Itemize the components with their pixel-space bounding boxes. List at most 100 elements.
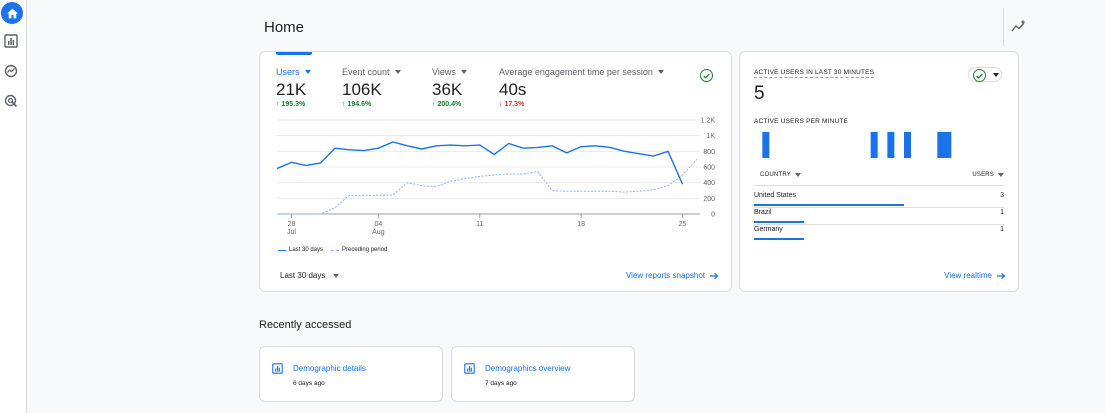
legend-label-preceding: Preceding period [342,247,388,253]
realtime-status-dropdown[interactable] [968,67,1002,82]
per-minute-bar [870,132,878,158]
metric-change: 200.4% [437,101,462,108]
table-divider [754,224,1004,225]
metric-value: 40s [499,80,527,99]
legend-label-current: Last 30 days [289,247,324,253]
metric-tab-users[interactable]: Users 21K ↑ 195.3% [276,67,311,108]
metric-value: 21K [276,80,307,99]
per-minute-bar [904,132,911,158]
arrow-up-icon: ↑ [276,101,280,108]
recently-accessed-title: Recently accessed [259,319,352,331]
series-line-preceding-period [277,158,698,215]
chevron-down-icon [993,73,999,77]
report-icon [272,363,283,374]
page-title: Home [264,19,305,36]
recent-item-demographics-overview[interactable]: Demographics overview 7 days ago [451,346,635,402]
users-per-minute-chart [762,132,952,158]
country-users: 1 [1000,209,1004,216]
metric-label: Event count [342,67,390,77]
metric-change: 17.3% [504,101,525,108]
x-tick-label: 04 [374,221,382,228]
realtime-title: ACTIVE USERS IN LAST 30 MINUTES [754,69,875,78]
date-range-label: Last 30 days [280,271,326,280]
metric-value: 106K [342,80,382,99]
legend-dashed-swatch [331,249,340,251]
users-column-header[interactable]: USERS [972,172,1004,178]
chevron-down-icon [333,273,340,278]
table-row: Germany 1 [754,223,1004,240]
y-tick-label: 0 [711,212,715,219]
recent-item-title: Demographics overview [485,364,571,373]
metric-label: Average engagement time per session [499,67,653,77]
y-tick-label: 400 [703,180,715,187]
x-tick-label: 11 [476,221,483,228]
metric-change: 194.6% [347,101,372,108]
recent-item-time: 6 days ago [293,380,325,387]
y-tick-label: 800 [703,149,715,156]
y-tick-label: 200 [703,196,715,203]
check-circle-icon [973,69,986,82]
report-icon [464,363,475,374]
advertising-icon[interactable] [4,94,18,108]
country-column-header[interactable]: COUNTRY [760,172,801,178]
left-nav-rail [0,0,27,413]
metric-change: 195.3% [281,101,306,108]
metric-tab-event-count[interactable]: Event count 106K ↑ 194.6% [342,67,401,108]
home-icon[interactable] [1,2,23,24]
metric-label: Users [276,67,300,77]
recent-item-title: Demographic details [293,364,366,373]
metric-value: 36K [432,80,463,99]
country-share-bar [754,221,804,223]
reports-icon[interactable] [4,34,18,48]
country-share-bar [754,204,904,206]
country-name: United States [754,192,797,199]
data-quality-check-icon[interactable] [700,69,713,82]
per-minute-bar [887,132,895,158]
country-users: 1 [1000,226,1004,233]
header-divider [1003,8,1004,46]
column-header-label: COUNTRY [760,172,791,178]
recent-item-time: 7 days ago [485,380,517,387]
view-reports-snapshot-link[interactable]: View reports snapshot [626,271,719,280]
active-metric-indicator [276,52,312,55]
x-tick-sublabel: Jul [287,229,296,236]
chart-legend: Last 30 days Preceding period [278,247,387,253]
chevron-down-icon [394,70,401,74]
y-tick-label: 1.2K [701,118,716,125]
country-name: Germany [754,226,783,233]
y-tick-label: 1K [706,133,715,140]
view-realtime-link[interactable]: View realtime [944,271,1006,280]
per-minute-bar [937,132,952,158]
country-users: 3 [1000,192,1004,199]
overview-card: Users 21K ↑ 195.3% Event count 106K ↑ 19… [259,51,732,292]
chevron-down-icon [998,173,1004,177]
arrow-right-icon [997,272,1006,279]
realtime-active-users-value: 5 [754,83,765,104]
arrow-down-icon: ↓ [499,101,503,108]
link-label: View reports snapshot [625,271,705,280]
chevron-down-icon [794,173,801,177]
chevron-down-icon [460,70,467,74]
insights-icon[interactable] [1011,19,1027,33]
users-per-minute-label: ACTIVE USERS PER MINUTE [754,118,849,125]
column-header-label: USERS [972,172,994,178]
x-tick-label: 28 [288,221,296,228]
metric-tab-views[interactable]: Views 36K ↑ 200.4% [432,67,467,108]
link-label: View realtime [944,271,992,280]
table-divider [754,207,1004,208]
y-tick-label: 600 [703,165,715,172]
chevron-down-icon [304,70,311,74]
x-tick-label: 18 [577,221,585,228]
recent-item-demographic-details[interactable]: Demographic details 6 days ago [259,346,443,402]
date-range-dropdown[interactable]: Last 30 days [280,271,340,280]
explore-icon[interactable] [4,64,18,78]
metric-label: Views [432,67,456,77]
table-row: United States 3 [754,189,1004,206]
x-tick-sublabel: Aug [372,229,385,236]
per-minute-bar [762,132,770,158]
table-divider [754,185,1004,186]
series-line-last-30-days [276,141,684,185]
legend-solid-swatch [278,249,286,251]
metric-tab-avg-engagement[interactable]: Average engagement time per session 40s … [499,67,664,108]
